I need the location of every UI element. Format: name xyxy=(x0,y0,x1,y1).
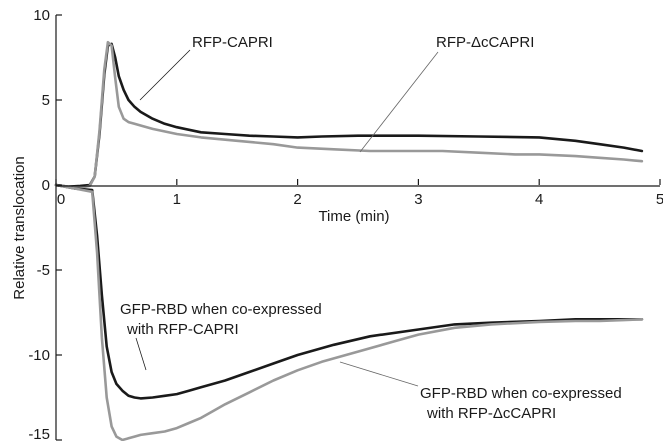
annotation-layer: RFP-CAPRI RFP-ΔcCAPRI GFP-RBD when co-ex… xyxy=(120,34,622,422)
x-tick-label: 0 xyxy=(57,191,65,208)
x-tick-label: 2 xyxy=(293,191,301,208)
series-layer xyxy=(54,40,644,441)
y-axis-label: Relative translocation xyxy=(11,156,28,299)
annotation-leader-gfp-rbd-capri xyxy=(135,337,147,371)
y-tick-label: 0 xyxy=(42,177,50,194)
annotation-gfp-rbd-capri-line2: with RFP-CAPRI xyxy=(126,321,239,338)
annotation-leader-rfp-dccapri xyxy=(359,51,439,153)
annotation-leader-rfp-capri xyxy=(139,49,191,101)
series-line-4 xyxy=(54,183,644,441)
x-axis-label: Time (min) xyxy=(318,208,389,225)
series-line-3 xyxy=(54,183,644,400)
x-tick-label: 1 xyxy=(173,191,181,208)
y-tick-label: -10 xyxy=(28,347,50,364)
x-tick-label: 5 xyxy=(656,191,663,208)
annotation-leader-gfp-rbd-dccapri xyxy=(339,361,419,387)
y-tick-label: -5 xyxy=(37,262,50,279)
annotation-rfp-dccapri: RFP-ΔcCAPRI xyxy=(436,34,534,51)
y-tick-label: 5 xyxy=(42,92,50,109)
annotation-gfp-rbd-dccapri-line2: with RFP-ΔcCAPRI xyxy=(426,405,556,422)
y-tick-label: 10 xyxy=(33,7,50,24)
x-tick-label: 4 xyxy=(535,191,543,208)
ticks-layer: 10 5 0 -5 -10 -15 0 1 2 3 4 5 xyxy=(28,7,663,441)
series-line-1 xyxy=(54,42,644,188)
y-tick-label: -15 xyxy=(28,426,50,441)
x-tick-label: 3 xyxy=(414,191,422,208)
annotation-gfp-rbd-capri-line1: GFP-RBD when co-expressed xyxy=(120,301,322,318)
series-line-2 xyxy=(54,40,644,189)
annotation-gfp-rbd-dccapri-line1: GFP-RBD when co-expressed xyxy=(420,385,622,402)
axes-layer xyxy=(55,15,660,440)
annotation-rfp-capri: RFP-CAPRI xyxy=(192,34,273,51)
